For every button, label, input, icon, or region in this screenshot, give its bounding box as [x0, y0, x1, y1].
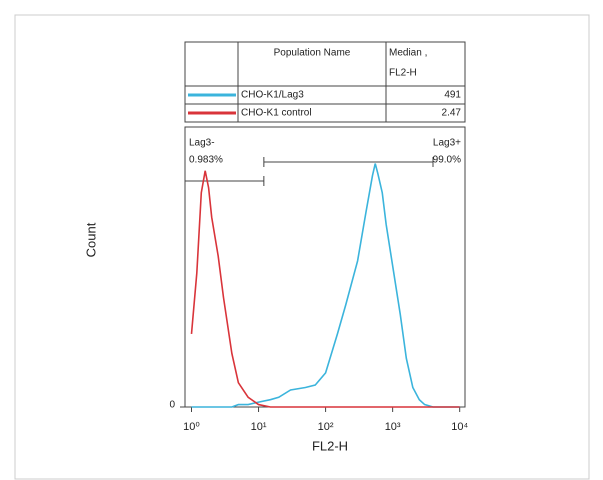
legend-label: CHO-K1 control: [241, 108, 312, 119]
legend-label: CHO-K1/Lag3: [241, 90, 304, 101]
series-line: [190, 170, 460, 408]
series-line: [191, 163, 460, 408]
gate-name: Lag3-: [189, 138, 215, 149]
gate-name: Lag3+: [433, 138, 461, 149]
x-axis-label: FL2-H: [312, 438, 348, 453]
table-header: FL2-H: [389, 68, 417, 79]
table-header: Population Name: [274, 48, 351, 59]
table-border: [184, 41, 466, 123]
x-tick-label: 10¹: [251, 421, 267, 433]
legend-median: 2.47: [442, 108, 462, 119]
x-tick-label: 10²: [318, 421, 334, 433]
y-axis-label: Count: [83, 222, 98, 257]
x-tick-label: 10³: [385, 421, 401, 433]
plot-frame: [184, 126, 466, 408]
y-tick-label: 0: [169, 400, 175, 411]
panel-border: [14, 14, 590, 480]
x-tick-label: 10⁰: [183, 421, 200, 433]
gate-percent: 0.983%: [189, 155, 223, 166]
legend-table: [184, 41, 466, 123]
gate-percent: 99.0%: [433, 155, 461, 166]
table-header: Median ,: [389, 48, 427, 59]
legend-median: 491: [444, 90, 461, 101]
x-tick-label: 10⁴: [451, 421, 468, 433]
